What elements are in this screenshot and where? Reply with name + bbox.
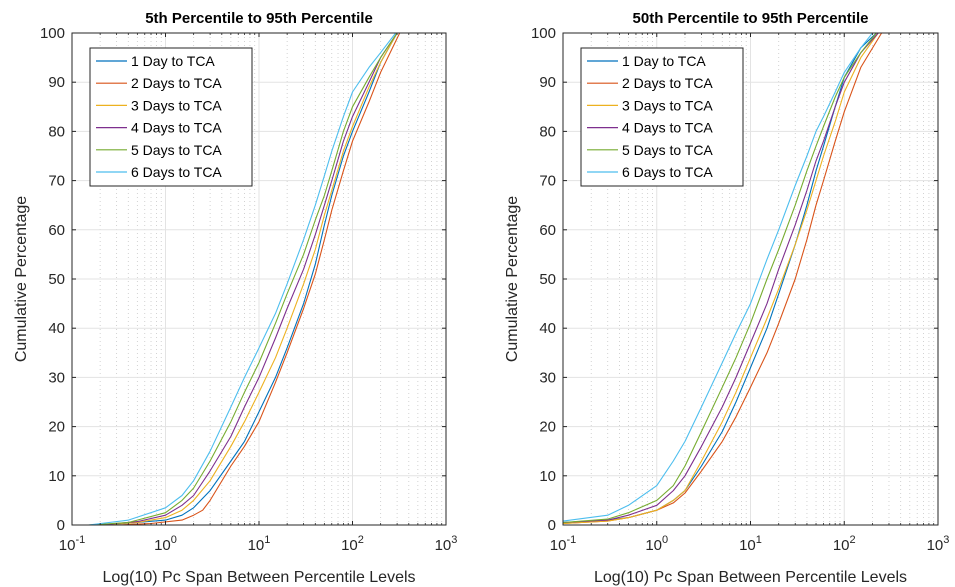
legend-label: 6 Days to TCA — [622, 164, 713, 180]
y-tick-label: 0 — [548, 517, 556, 534]
legend: 1 Day to TCA 2 Days to TCA 3 Days to TCA 4 … — [580, 47, 744, 187]
series-line-3 — [562, 32, 879, 525]
x-tick-label: 102 — [833, 534, 856, 554]
legend: 1 Day to TCA 2 Days to TCA 3 Days to TCA 4 … — [89, 47, 253, 187]
legend-label: 3 Days to TCA — [131, 97, 222, 113]
chart-title: 50th Percentile to 95th Percentile — [633, 10, 869, 27]
x-tick-label: 100 — [645, 534, 668, 554]
legend-label: 5 Days to TCA — [622, 142, 713, 158]
series-line-2 — [116, 32, 401, 526]
x-axis-label: Log(10) Pc Span Between Percentile Level… — [594, 569, 907, 586]
y-tick-label: 80 — [48, 123, 65, 140]
y-tick-label: 10 — [48, 468, 65, 485]
y-tick-label: 10 — [539, 468, 556, 485]
y-tick-label: 0 — [57, 517, 65, 534]
y-tick-label: 70 — [48, 173, 65, 190]
y-tick-label: 50 — [48, 271, 65, 288]
series-line-4 — [562, 32, 879, 524]
series-line-4 — [100, 32, 398, 526]
series-line-3 — [100, 32, 398, 526]
y-tick-label: 20 — [48, 419, 65, 436]
legend-label: 5 Days to TCA — [131, 142, 222, 158]
legend-box — [580, 47, 744, 187]
x-tick-label: 103 — [927, 534, 950, 554]
series-line-5 — [88, 32, 398, 526]
y-tick-label: 90 — [48, 74, 65, 91]
y-tick-label: 100 — [531, 25, 556, 42]
legend-label: 4 Days to TCA — [622, 120, 713, 136]
y-tick-label: 60 — [48, 222, 65, 239]
x-tick-label: 10-1 — [550, 534, 576, 554]
legend-label: 1 Day to TCA — [131, 53, 215, 69]
legend-label: 3 Days to TCA — [622, 97, 713, 113]
legend-label: 2 Days to TCA — [622, 75, 713, 91]
legend-label: 4 Days to TCA — [131, 120, 222, 136]
y-tick-label: 30 — [48, 369, 65, 386]
x-tick-label: 101 — [248, 534, 271, 554]
series-line-6 — [562, 32, 873, 522]
y-tick-label: 100 — [40, 25, 65, 42]
x-tick-label: 10-1 — [59, 534, 85, 554]
x-tick-label: 102 — [341, 534, 364, 554]
y-tick-label: 40 — [48, 320, 65, 337]
series-line-1 — [100, 32, 398, 526]
y-tick-label: 80 — [539, 123, 556, 140]
y-tick-label: 50 — [539, 271, 556, 288]
legend-label: 1 Day to TCA — [622, 53, 706, 69]
x-tick-label: 100 — [154, 534, 177, 554]
y-axis-label: Cumulative Percentage — [13, 196, 30, 362]
chart-panel-1: 0 10 20 30 40 50 60 70 80 90 100 10-1 100 101 102 103 5t… — [13, 10, 457, 586]
y-tick-label: 60 — [539, 222, 556, 239]
y-tick-label: 70 — [539, 173, 556, 190]
legend-label: 2 Days to TCA — [131, 75, 222, 91]
chart-panel-2: 0 10 20 30 40 50 60 70 80 90 100 10-1 100 101 102 103 50… — [504, 10, 949, 586]
legend-label: 6 Days to TCA — [131, 164, 222, 180]
x-tick-label: 103 — [435, 534, 458, 554]
x-axis-label: Log(10) Pc Span Between Percentile Level… — [102, 569, 415, 586]
series-line-5 — [562, 32, 877, 524]
y-tick-label: 90 — [539, 74, 556, 91]
legend-box — [89, 47, 253, 187]
chart-title: 5th Percentile to 95th Percentile — [145, 10, 373, 27]
y-axis-label: Cumulative Percentage — [504, 196, 521, 362]
y-tick-label: 30 — [539, 369, 556, 386]
x-tick-label: 101 — [739, 534, 762, 554]
series-line-6 — [88, 32, 397, 526]
y-tick-label: 20 — [539, 419, 556, 436]
y-tick-label: 40 — [539, 320, 556, 337]
